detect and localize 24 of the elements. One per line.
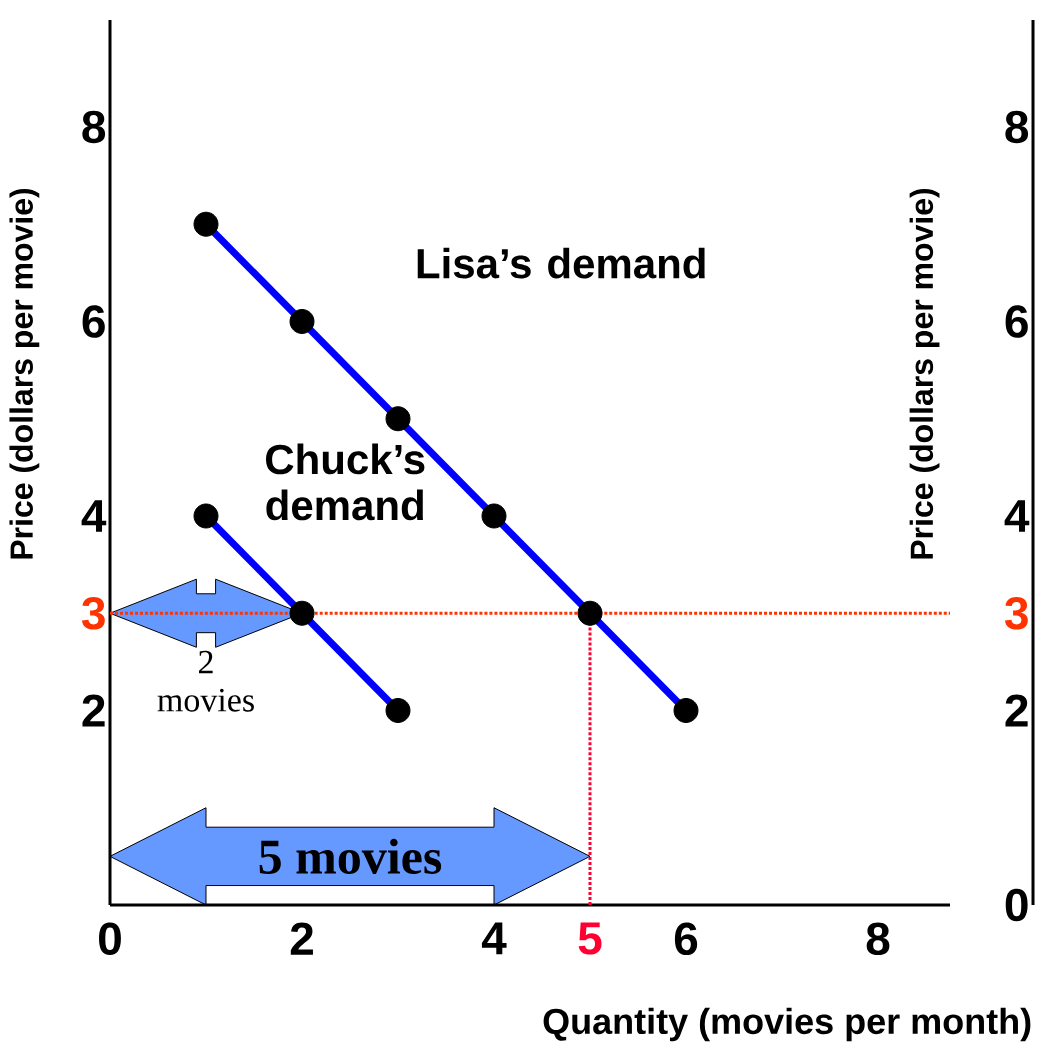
x-tick-label: 4 — [481, 922, 507, 955]
y-axis-title: Price (dollars per movie) — [9, 188, 40, 559]
y-tick-label: 3 — [81, 596, 105, 630]
x-axis-title: Quantity (movies per month) — [543, 1007, 1031, 1042]
y2-tick-label: 3 — [1004, 596, 1028, 630]
y2-tick-label: 8 — [1005, 110, 1029, 144]
text: Lisa’s demand — [417, 247, 705, 279]
annotation: 5 movies — [259, 838, 442, 874]
y2-tick-label: 0 — [1005, 888, 1028, 922]
y2-tick-label: 2 — [1005, 694, 1028, 727]
x-tick-label: 0 — [99, 922, 121, 956]
y2-axis-title: Price (dollars per movie) — [909, 188, 940, 559]
y-tick-label: 6 — [82, 305, 105, 338]
y2-tick-label: 4 — [1004, 500, 1030, 532]
x-tick-label: 6 — [674, 922, 698, 956]
x-tick-label: 5 — [578, 922, 602, 955]
annotation: 2 movies — [157, 650, 254, 712]
y-tick-label: 2 — [82, 694, 105, 727]
x-tick-label: 2 — [290, 922, 313, 955]
y-tick-label: 8 — [82, 110, 106, 144]
legend-label: Chuck’s demand — [266, 443, 425, 521]
x-tick-label: 8 — [866, 922, 890, 956]
y2-tick-label: 6 — [1005, 305, 1028, 338]
y-tick-label: 4 — [81, 500, 107, 532]
